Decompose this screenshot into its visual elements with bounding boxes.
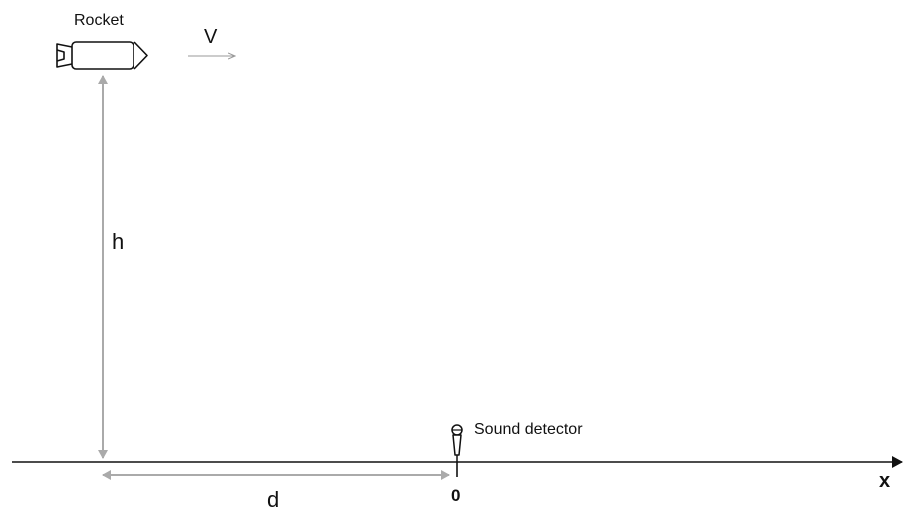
rocket-label: Rocket	[74, 12, 124, 29]
microphone-icon	[451, 424, 463, 462]
detector-label: Sound detector	[474, 421, 583, 438]
distance-label: d	[267, 487, 279, 512]
height-label: h	[112, 229, 124, 254]
rocket-icon	[56, 41, 148, 70]
x-axis-label: x	[879, 470, 890, 492]
origin-label: 0	[451, 486, 460, 505]
velocity-label: V	[204, 26, 218, 48]
